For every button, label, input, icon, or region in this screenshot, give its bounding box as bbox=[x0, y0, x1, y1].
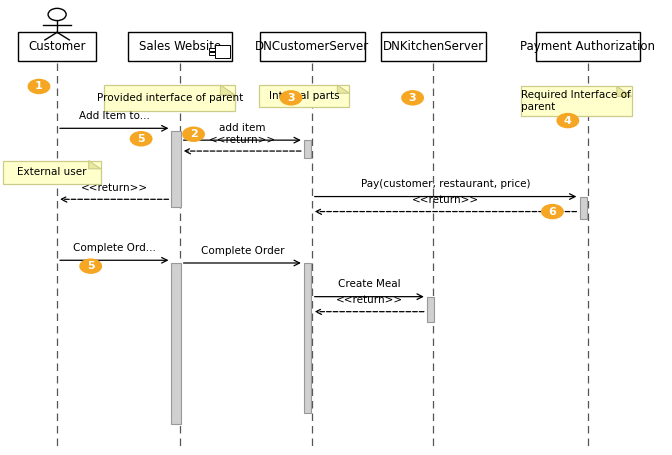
FancyBboxPatch shape bbox=[427, 297, 434, 322]
Text: External user: External user bbox=[17, 167, 87, 177]
FancyBboxPatch shape bbox=[536, 32, 640, 61]
Circle shape bbox=[401, 90, 424, 106]
Text: 1: 1 bbox=[35, 81, 43, 91]
Text: Required Interface of
parent: Required Interface of parent bbox=[521, 91, 631, 112]
Text: add item: add item bbox=[219, 123, 265, 133]
FancyBboxPatch shape bbox=[128, 32, 233, 61]
FancyBboxPatch shape bbox=[579, 197, 587, 219]
Polygon shape bbox=[220, 85, 235, 95]
FancyBboxPatch shape bbox=[521, 86, 632, 116]
Text: Internal parts: Internal parts bbox=[269, 91, 339, 101]
FancyBboxPatch shape bbox=[171, 131, 181, 207]
Polygon shape bbox=[337, 85, 349, 93]
Text: 5: 5 bbox=[87, 261, 95, 271]
Text: Add Item to...: Add Item to... bbox=[79, 111, 150, 121]
Text: 2: 2 bbox=[190, 129, 198, 139]
Text: <<return>>: <<return>> bbox=[336, 295, 403, 305]
Text: Complete Ord...: Complete Ord... bbox=[73, 243, 156, 253]
Text: Create Meal: Create Meal bbox=[338, 279, 401, 289]
Text: 3: 3 bbox=[287, 93, 295, 103]
Text: DNKitchenServer: DNKitchenServer bbox=[383, 40, 484, 53]
FancyBboxPatch shape bbox=[3, 161, 101, 184]
FancyBboxPatch shape bbox=[259, 85, 349, 107]
Circle shape bbox=[182, 126, 205, 142]
FancyBboxPatch shape bbox=[382, 32, 485, 61]
Text: Provided interface of parent: Provided interface of parent bbox=[97, 93, 243, 103]
Text: DNCustomerServer: DNCustomerServer bbox=[255, 40, 370, 53]
Text: <<return>>: <<return>> bbox=[412, 195, 479, 205]
Circle shape bbox=[280, 90, 302, 106]
FancyBboxPatch shape bbox=[19, 32, 95, 61]
Circle shape bbox=[541, 204, 564, 219]
FancyBboxPatch shape bbox=[261, 32, 364, 61]
FancyBboxPatch shape bbox=[210, 52, 215, 55]
Text: 3: 3 bbox=[409, 93, 417, 103]
FancyBboxPatch shape bbox=[304, 140, 312, 158]
Text: 6: 6 bbox=[548, 207, 556, 217]
Circle shape bbox=[79, 258, 102, 274]
Polygon shape bbox=[89, 161, 101, 169]
Circle shape bbox=[130, 131, 153, 147]
FancyBboxPatch shape bbox=[304, 263, 312, 413]
Text: 5: 5 bbox=[137, 134, 145, 144]
Circle shape bbox=[28, 79, 50, 94]
Text: Complete Order: Complete Order bbox=[200, 246, 284, 256]
Text: Pay(customer, restaurant, price): Pay(customer, restaurant, price) bbox=[361, 179, 530, 189]
FancyBboxPatch shape bbox=[104, 85, 235, 111]
Text: Payment Authorization: Payment Authorization bbox=[521, 40, 655, 53]
FancyBboxPatch shape bbox=[215, 45, 230, 58]
Text: <<return>>: <<return>> bbox=[209, 135, 276, 145]
Text: <<return>>: <<return>> bbox=[81, 183, 148, 193]
Text: 4: 4 bbox=[564, 116, 572, 126]
FancyBboxPatch shape bbox=[171, 263, 181, 424]
Polygon shape bbox=[617, 86, 632, 96]
Text: Customer: Customer bbox=[28, 40, 86, 53]
Circle shape bbox=[556, 113, 579, 128]
Text: Sales Website: Sales Website bbox=[139, 40, 221, 53]
FancyBboxPatch shape bbox=[210, 48, 215, 51]
